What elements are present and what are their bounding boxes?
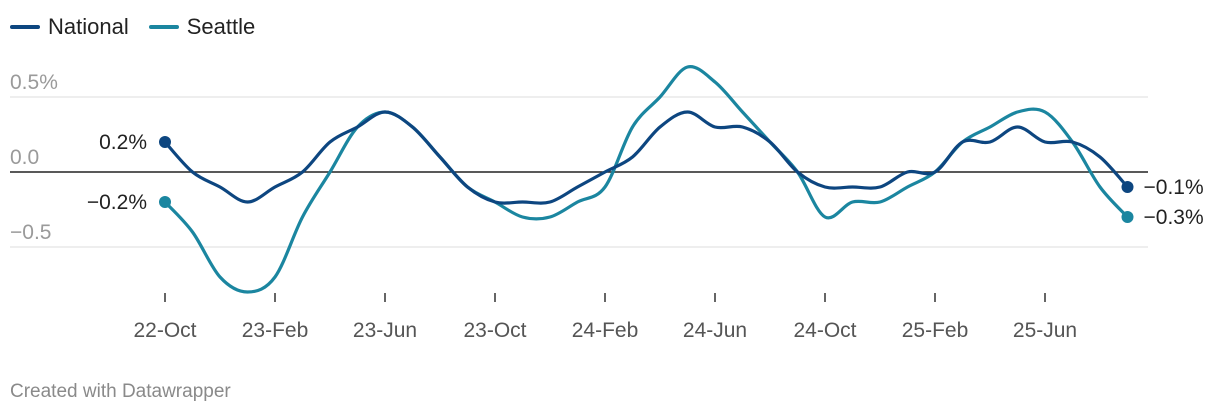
end-label-national: −0.1% [1144, 176, 1204, 199]
footer-credit: Created with Datawrapper [10, 381, 231, 402]
y-tick-label: 0.5% [10, 71, 58, 94]
end-point-seattle [1121, 211, 1134, 223]
legend-label-national: National [48, 14, 129, 39]
start-point-seattle [159, 196, 171, 208]
y-tick-label: −0.5 [10, 221, 51, 244]
start-point-national [159, 136, 171, 148]
series-line-seattle [163, 65, 1130, 294]
start-label-seattle: −0.2% [87, 191, 147, 214]
y-tick-label: 0.0 [10, 146, 39, 169]
x-tick-label: 24-Oct [793, 319, 856, 342]
legend-item-national: National [10, 14, 129, 40]
x-tick-label: 23-Jun [353, 319, 417, 342]
legend-item-seattle: Seattle [148, 14, 256, 40]
end-label-seattle: −0.3% [1144, 206, 1204, 229]
legend: National Seattle [10, 14, 255, 40]
x-tick-label: 23-Feb [242, 319, 309, 342]
x-tick-label: 24-Jun [683, 319, 747, 342]
legend-label-seattle: Seattle [186, 14, 256, 39]
x-tick-label: 25-Feb [902, 319, 969, 342]
x-tick-label: 24-Feb [572, 319, 639, 342]
x-tick-label: 25-Jun [1013, 319, 1077, 342]
x-tick-label: 23-Oct [463, 319, 526, 342]
x-tick-label: 22-Oct [133, 319, 196, 342]
end-point-national [1121, 181, 1134, 193]
legend-swatch-seattle [148, 25, 179, 29]
start-label-national: 0.2% [99, 131, 147, 154]
legend-swatch-national [10, 25, 40, 29]
series-line-national [163, 110, 1130, 205]
